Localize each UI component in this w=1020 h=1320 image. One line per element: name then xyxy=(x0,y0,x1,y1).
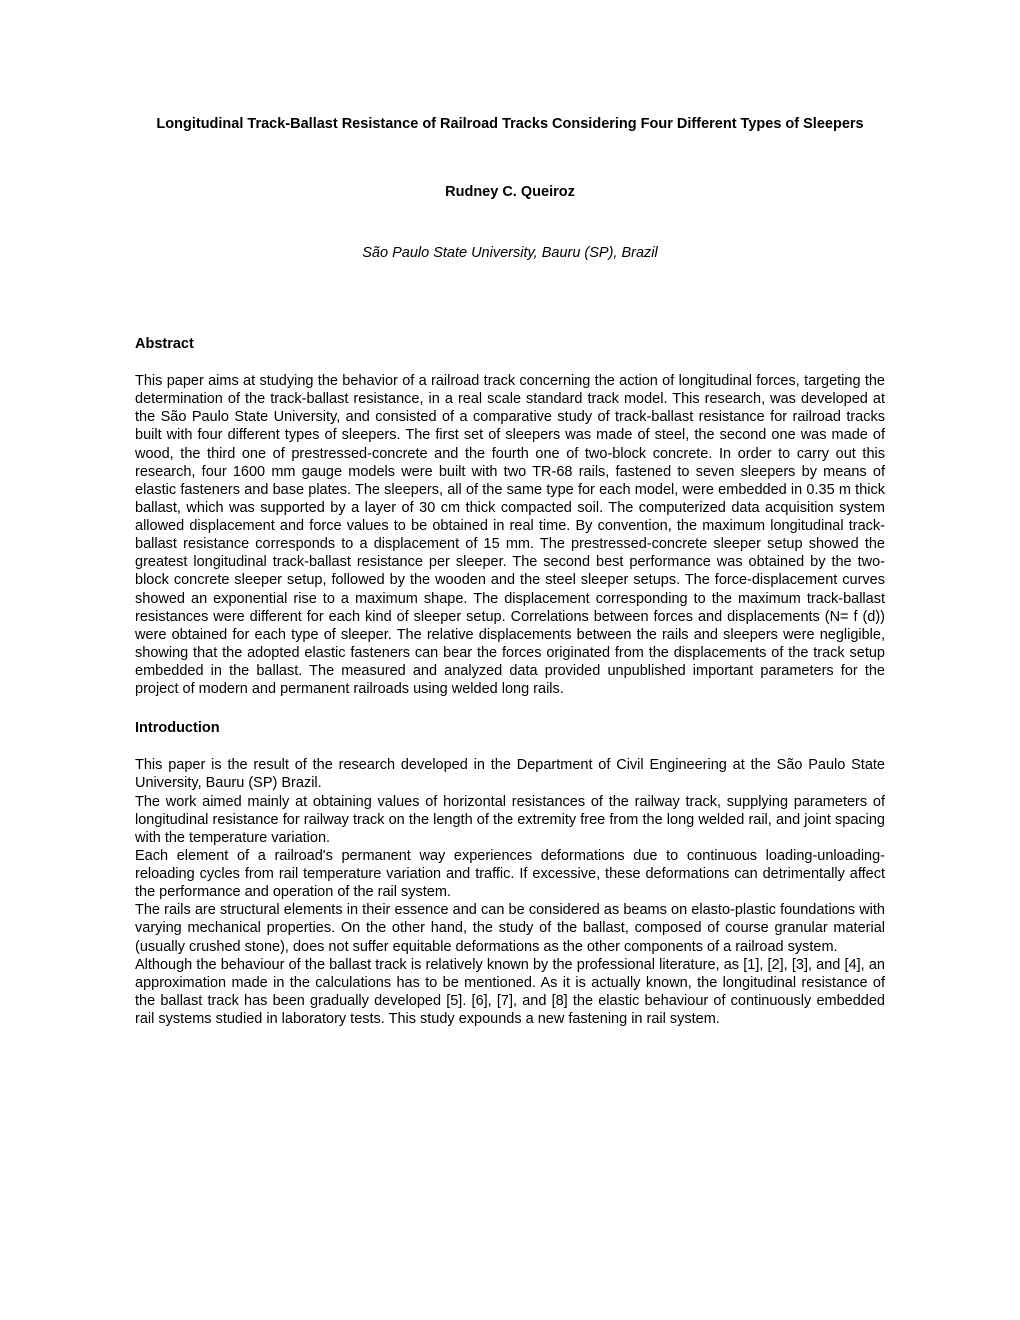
abstract-body: This paper aims at studying the behavior… xyxy=(135,372,885,698)
author-affiliation: São Paulo State University, Bauru (SP), … xyxy=(135,245,885,261)
abstract-heading: Abstract xyxy=(135,336,885,352)
introduction-paragraph: This paper is the result of the research… xyxy=(135,756,885,792)
introduction-paragraph: Although the behaviour of the ballast tr… xyxy=(135,956,885,1029)
author-name: Rudney C. Queiroz xyxy=(135,184,885,200)
introduction-paragraph: The work aimed mainly at obtaining value… xyxy=(135,793,885,847)
introduction-heading: Introduction xyxy=(135,720,885,736)
introduction-paragraph: Each element of a railroad's permanent w… xyxy=(135,847,885,901)
introduction-paragraph: The rails are structural elements in the… xyxy=(135,901,885,955)
paper-title: Longitudinal Track-Ballast Resistance of… xyxy=(135,110,885,139)
